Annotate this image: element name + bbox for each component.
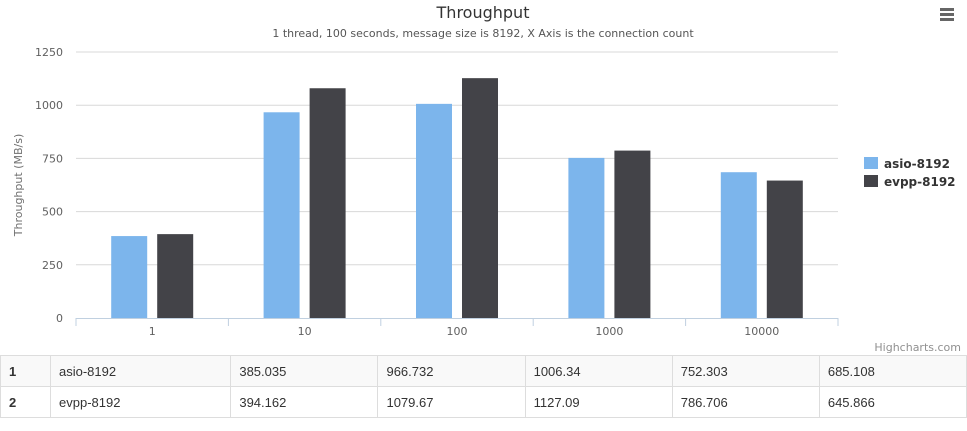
table-row: 1 asio-8192 385.035 966.732 1006.34 752.… <box>0 355 967 387</box>
bar-asio-8192-1000 <box>568 157 605 318</box>
x-tick-label: 10 <box>298 325 312 338</box>
value-cell: 685.108 <box>818 355 967 387</box>
hamburger-menu-icon[interactable] <box>936 6 958 24</box>
bar-asio-8192-10000 <box>720 172 757 318</box>
value-cell: 645.866 <box>818 386 967 418</box>
y-tick-label: 250 <box>42 259 63 272</box>
y-tick-label: 1250 <box>35 46 63 59</box>
series-name-cell: asio-8192 <box>49 355 232 387</box>
value-cell: 786.706 <box>671 386 820 418</box>
legend-swatch <box>864 157 878 169</box>
chart-title: Throughput <box>436 3 530 22</box>
chart-subtitle: 1 thread, 100 seconds, message size is 8… <box>272 27 694 40</box>
chart-container: Throughput 1 thread, 100 seconds, messag… <box>12 3 961 354</box>
x-tick-label: 100 <box>447 325 468 338</box>
bar-evpp-8192-1 <box>157 234 194 318</box>
table-row: 2 evpp-8192 394.162 1079.67 1127.09 786.… <box>0 386 967 418</box>
x-tick-label: 1000 <box>595 325 623 338</box>
row-index: 1 <box>0 355 51 387</box>
value-cell: 966.732 <box>377 355 526 387</box>
legend-item-asio-8192[interactable]: asio-8192 <box>884 157 950 171</box>
y-axis-title: Throughput (MB/s) <box>12 134 25 237</box>
data-table: 1 asio-8192 385.035 966.732 1006.34 752.… <box>0 355 967 418</box>
y-tick-label: 0 <box>56 312 63 325</box>
value-cell: 385.035 <box>230 355 379 387</box>
bar-evpp-8192-10000 <box>766 180 803 318</box>
bar-evpp-8192-100 <box>462 78 498 319</box>
highcharts-credits-link[interactable]: Highcharts.com <box>874 341 961 354</box>
value-cell: 394.162 <box>230 386 379 418</box>
series-name-cell: evpp-8192 <box>49 386 232 418</box>
legend-swatch <box>864 175 878 187</box>
bar-asio-8192-100 <box>416 103 452 318</box>
bar-asio-8192-1 <box>111 236 148 318</box>
y-tick-label: 750 <box>42 152 63 165</box>
bar-evpp-8192-1000 <box>614 150 651 318</box>
y-tick-label: 500 <box>42 206 63 219</box>
legend-item-evpp-8192[interactable]: evpp-8192 <box>884 175 956 189</box>
bar-asio-8192-10 <box>263 112 300 318</box>
bar-evpp-8192-10 <box>309 88 346 319</box>
x-tick-label: 1 <box>149 325 156 338</box>
value-cell: 1127.09 <box>524 386 673 418</box>
row-index: 2 <box>0 386 51 418</box>
y-tick-label: 1000 <box>35 99 63 112</box>
x-tick-label: 10000 <box>744 325 779 338</box>
value-cell: 1006.34 <box>524 355 673 387</box>
value-cell: 1079.67 <box>377 386 526 418</box>
value-cell: 752.303 <box>671 355 820 387</box>
chart-svg: Throughput 1 thread, 100 seconds, messag… <box>12 3 961 354</box>
